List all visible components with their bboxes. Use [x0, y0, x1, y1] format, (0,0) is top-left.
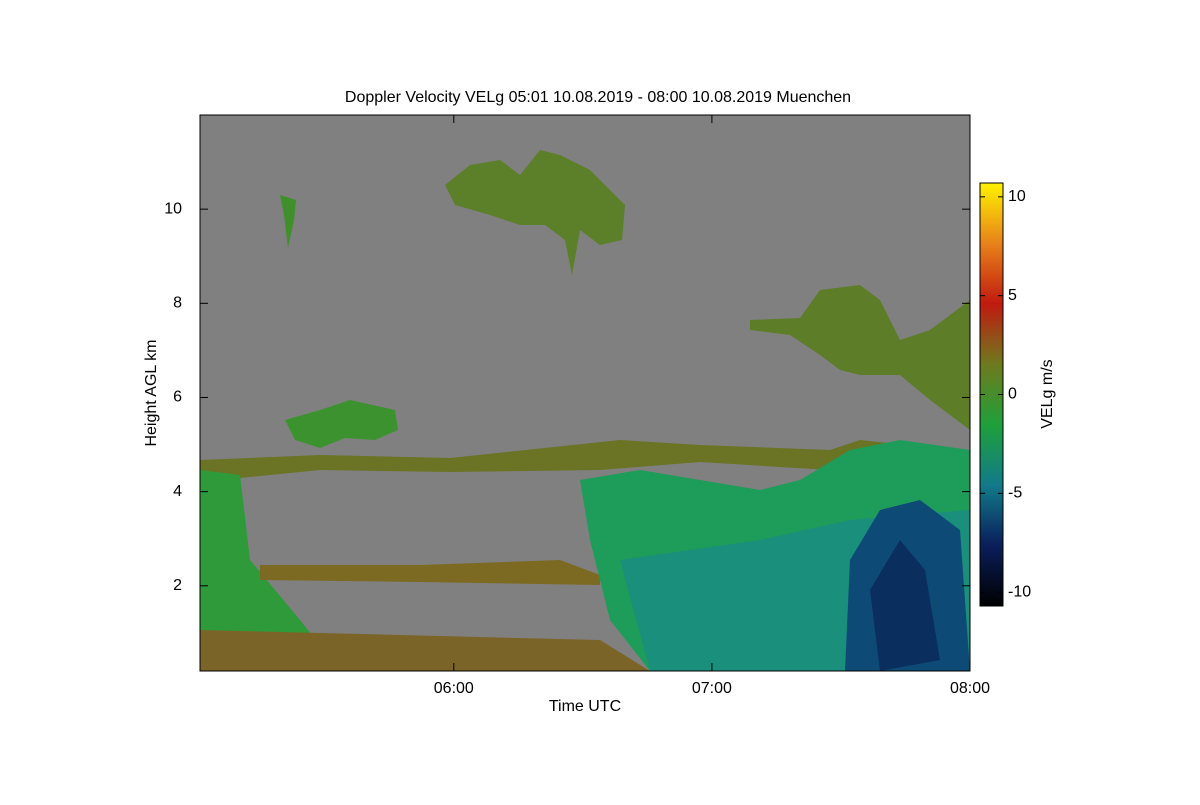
x-axis-label: Time UTC [549, 698, 621, 715]
layer [200, 440, 970, 500]
chart-title: Doppler Velocity VELg 05:01 10.08.2019 -… [345, 89, 851, 106]
cloud [285, 400, 398, 448]
x-tick-label: 07:00 [692, 680, 732, 697]
y-tick-label: 10 [164, 200, 182, 217]
colorbar-tick-label: 5 [1008, 287, 1017, 304]
plot-frame [199, 114, 971, 672]
cloud [280, 195, 296, 248]
x-tick-label: 06:00 [434, 680, 474, 697]
layer [200, 470, 340, 671]
colorbar-tick-label: 0 [1008, 386, 1017, 403]
colorbar-tick-label: -5 [1008, 485, 1022, 502]
y-tick-label: 6 [173, 389, 182, 406]
y-axis-label: Height AGL km [143, 339, 160, 446]
y-tick-label: 8 [173, 295, 182, 312]
layer [260, 560, 600, 585]
colorbar-label: VELg m/s [1039, 359, 1056, 428]
colorbar-tick-label: -10 [1008, 583, 1031, 600]
radar-field [200, 150, 970, 671]
y-tick-label: 4 [173, 483, 182, 500]
cloud [750, 285, 970, 430]
y-tick-label: 2 [173, 577, 182, 594]
x-tick-label: 08:00 [950, 680, 990, 697]
cloud [445, 150, 625, 275]
layer [200, 630, 650, 671]
layer [870, 540, 940, 671]
colorbar-tick-label: 10 [1008, 188, 1026, 205]
